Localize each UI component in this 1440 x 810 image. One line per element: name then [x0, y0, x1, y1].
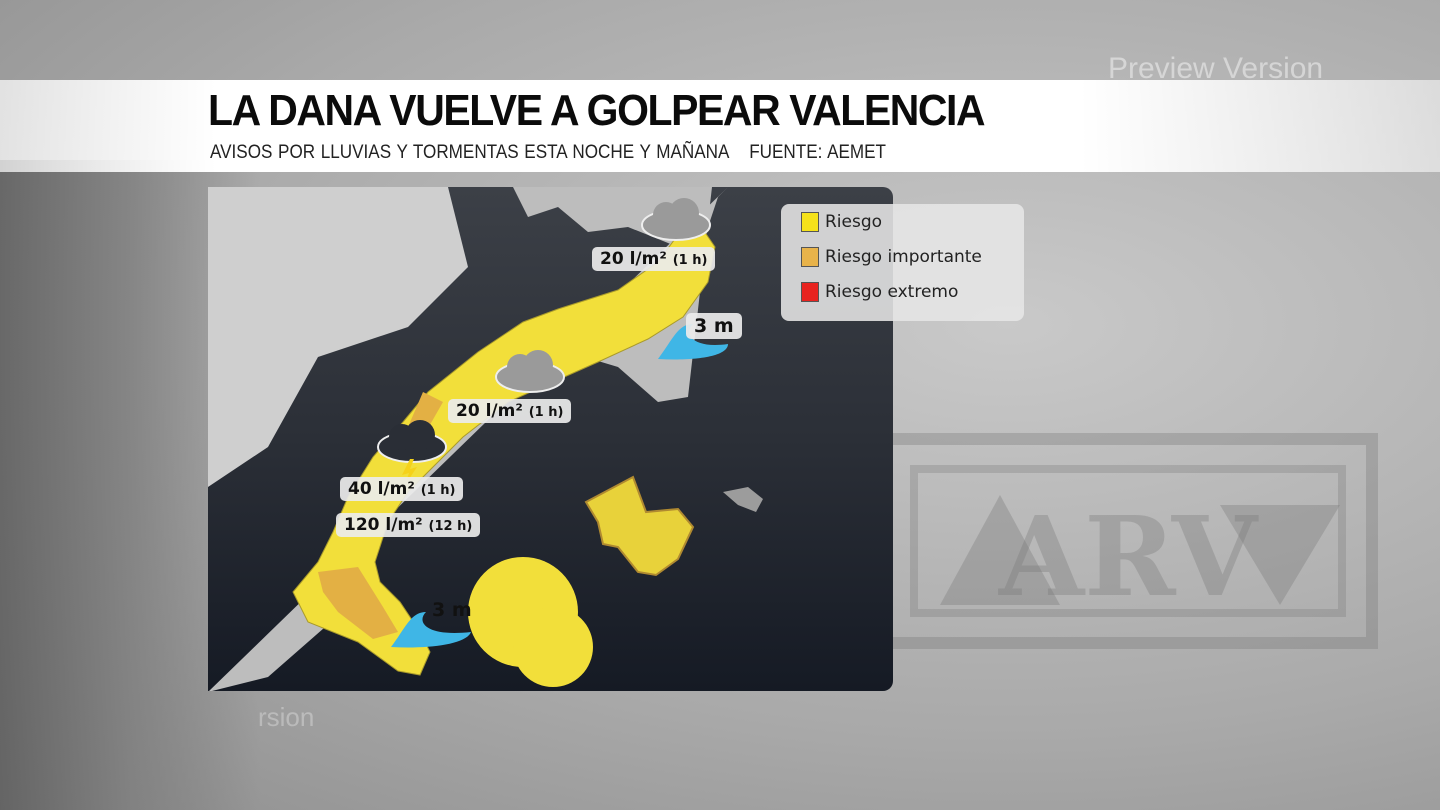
warning-map: 20 l/m² (1 h) 20 l/m² (1 h) 40 l/m² (1 h…	[208, 187, 893, 691]
legend-item-riesgo-importante: Riesgo importante	[801, 247, 982, 267]
watermark-fragment: rsion	[258, 702, 315, 732]
rain-cloud-icon	[641, 198, 711, 241]
land-highlight	[208, 187, 468, 487]
legend-swatch	[801, 247, 819, 267]
map-shapes	[208, 187, 763, 691]
wave-label-south: 3 m	[432, 599, 472, 621]
page-title: LA DANA VUELVE A GOLPEAR VALENCIA	[208, 86, 986, 135]
subtitle-text: AVISOS POR LLUVIAS Y TORMENTAS ESTA NOCH…	[210, 142, 730, 163]
legend-swatch	[801, 212, 819, 232]
menorca	[723, 487, 763, 512]
ibiza-zone-2	[513, 607, 593, 687]
channel-logo: ARV	[878, 433, 1378, 649]
legend-item-riesgo-extremo: Riesgo extremo	[801, 282, 958, 302]
legend-swatch	[801, 282, 819, 302]
warning-zone-orange-south	[318, 567, 398, 639]
source-text: FUENTE: AEMET	[749, 142, 886, 163]
rain-label-mid: 20 l/m² (1 h)	[448, 399, 572, 423]
wave-icon	[658, 324, 728, 360]
storm-cloud-icon	[377, 420, 447, 485]
mallorca-zone	[584, 475, 695, 577]
legend-item-riesgo: Riesgo	[801, 212, 882, 232]
wave-label-north: 3 m	[686, 313, 742, 339]
title-banner	[0, 80, 1440, 172]
logo-text: ARV	[998, 492, 1259, 621]
wave-icon	[391, 612, 471, 648]
storm-label-12h: 120 l/m² (12 h)	[336, 513, 481, 537]
watermark: Preview Version	[1108, 52, 1324, 85]
land-mainland	[208, 187, 728, 691]
warning-zone-coast	[292, 224, 716, 676]
rain-cloud-icon	[495, 350, 565, 393]
subtitle: AVISOS POR LLUVIAS Y TORMENTAS ESTA NOCH…	[210, 142, 906, 164]
legend: Riesgo Riesgo importante Riesgo extremo	[781, 204, 1024, 321]
storm-label-1h: 40 l/m² (1 h)	[340, 477, 464, 501]
rain-label-north: 20 l/m² (1 h)	[592, 247, 716, 271]
